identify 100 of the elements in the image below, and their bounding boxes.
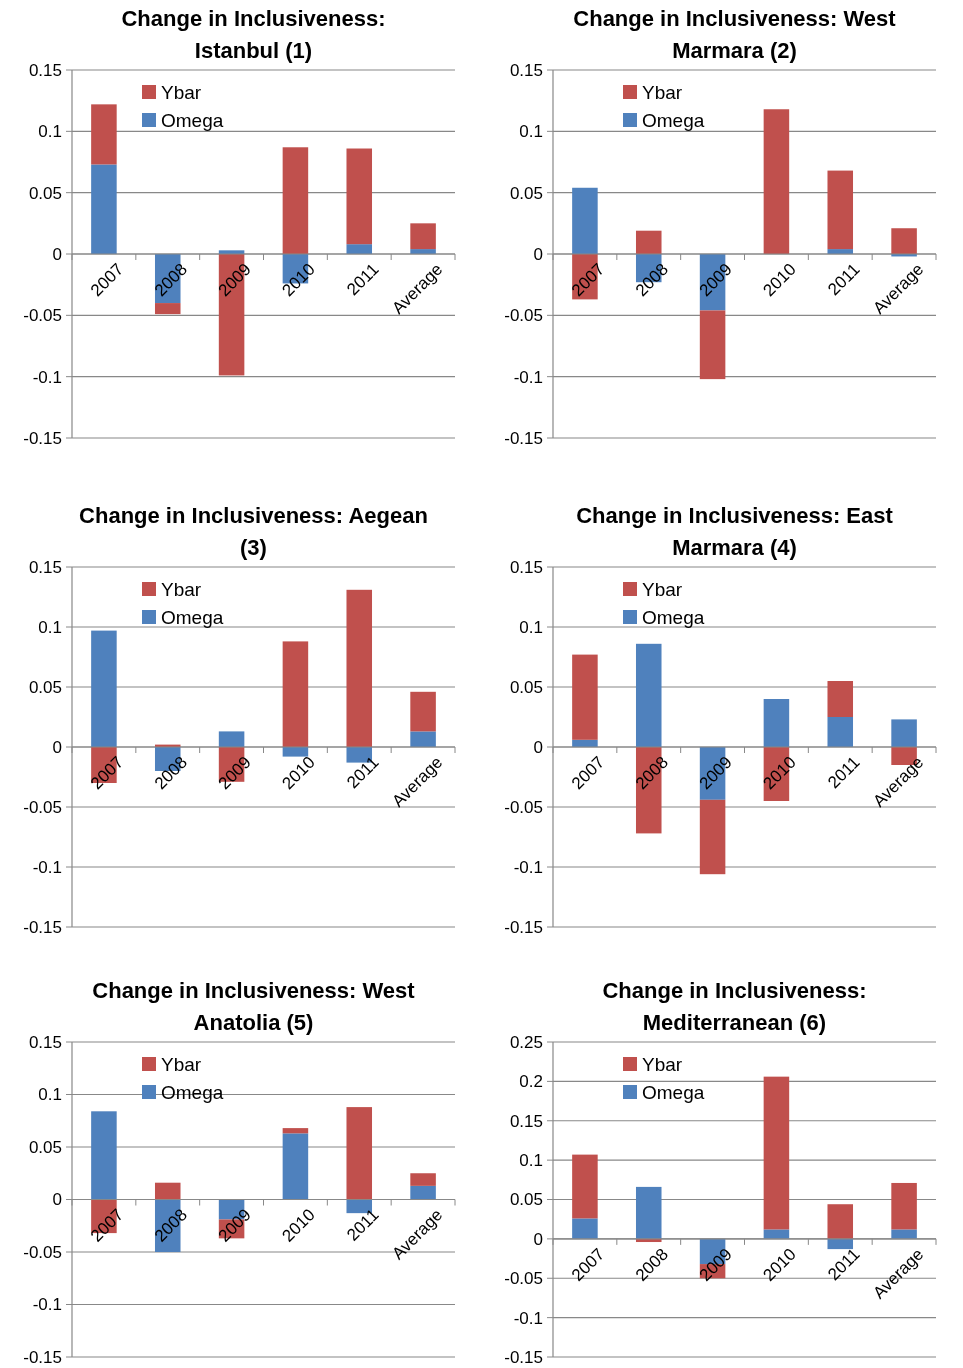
legend-label: Omega [642,606,705,628]
chart-title: Change in Inclusiveness: West Anatolia (5) [92,978,416,1035]
y-tick-label: 0.05 [509,1190,543,1210]
legend-label: Omega [642,109,705,131]
bar [346,244,373,254]
y-tick-label: 0 [533,737,543,757]
bar [635,643,662,747]
bar [827,1238,854,1250]
y-tick-label: -0.15 [23,428,62,448]
bar [572,654,598,740]
y-tick-label: -0.15 [504,1347,543,1367]
chart-title: Change in Inclusiveness: Mediterranean (6) [602,978,867,1035]
bar [91,630,117,747]
bar [763,699,790,747]
bar [154,303,181,315]
bar [635,1186,662,1239]
bar [282,147,309,254]
bar [891,1182,917,1230]
y-tick-label: 0 [533,1229,543,1249]
y-tick-label: -0.1 [513,1308,543,1328]
bar [827,1204,854,1239]
bar [282,747,309,757]
bar [91,164,117,254]
bar [282,1128,309,1134]
chart-title: Change in Inclusiveness: Istanbul (1) [121,6,386,63]
bar [699,310,726,380]
chart-title: Change in Inclusiveness: East Marmara (4) [576,503,894,560]
y-tick-label: 0 [52,244,62,264]
y-tick-label: -0.05 [504,306,543,326]
y-tick-label: -0.1 [513,857,543,877]
bar [572,1218,598,1239]
y-tick-label: 0.05 [509,677,543,697]
y-tick-label: 0.1 [38,617,62,637]
y-tick-label: -0.15 [504,917,543,937]
bar [410,1185,436,1200]
bar [282,641,309,747]
y-tick-label: 0 [533,244,543,264]
legend-label: Omega [161,1081,224,1103]
bar [763,109,790,254]
bar [827,681,854,717]
y-tick-label: -0.15 [23,1347,62,1367]
y-tick-label: -0.1 [32,1295,62,1315]
y-tick-label: -0.05 [23,1242,62,1262]
y-tick-label: 0.1 [38,1085,62,1105]
bar [218,731,245,747]
y-tick-label: 0.1 [38,122,62,142]
y-tick-label: -0.1 [513,367,543,387]
y-tick-label: 0.1 [519,122,543,142]
chart-title: Change in Inclusiveness: West Marmara (2) [573,6,897,63]
y-tick-label: 0.2 [519,1072,543,1092]
legend-label: Ybar [642,1053,683,1075]
bar [410,691,436,732]
chart-title: Change in Inclusiveness: Aegean (3) [79,503,428,560]
y-tick-label: 0.05 [509,183,543,203]
bar [891,719,917,747]
y-tick-label: -0.15 [504,428,543,448]
bar [91,1111,117,1200]
y-tick-label: 0.05 [28,183,62,203]
y-tick-label: 0.15 [509,1111,543,1131]
y-tick-label: 0.15 [28,557,62,577]
bar [410,1173,436,1186]
bar [282,1133,309,1200]
bar [827,170,854,250]
y-tick-label: -0.05 [504,1269,543,1289]
y-tick-label: 0.15 [28,1032,62,1052]
bar [154,1182,181,1200]
y-tick-label: -0.1 [32,367,62,387]
legend-label: Omega [161,109,224,131]
y-tick-label: 0.15 [509,60,543,80]
bar [891,1229,917,1239]
legend-label: Ybar [161,1053,202,1075]
y-tick-label: -0.05 [23,797,62,817]
y-tick-label: 0.25 [509,1032,543,1052]
y-tick-label: 0.05 [28,1137,62,1157]
bar [763,1076,790,1230]
legend-label: Ybar [642,578,683,600]
bar [346,589,373,747]
bar [410,731,436,747]
y-tick-label: 0.15 [28,60,62,80]
bar [635,230,662,254]
y-tick-label: 0 [52,737,62,757]
bar [699,799,726,875]
bar [763,1229,790,1239]
bar [891,228,917,254]
bar [572,187,598,254]
legend-label: Ybar [161,578,202,600]
bar [91,104,117,165]
legend-label: Ybar [161,81,202,103]
bar [346,1107,373,1200]
legend-label: Omega [161,606,224,628]
y-tick-label: -0.15 [23,917,62,937]
y-tick-label: -0.05 [504,797,543,817]
y-tick-label: 0 [52,1190,62,1210]
bar [410,223,436,250]
legend-label: Omega [642,1081,705,1103]
bar [346,148,373,245]
y-tick-label: 0.05 [28,677,62,697]
bar [827,717,854,747]
y-tick-label: 0.15 [509,557,543,577]
bar [572,1154,598,1219]
